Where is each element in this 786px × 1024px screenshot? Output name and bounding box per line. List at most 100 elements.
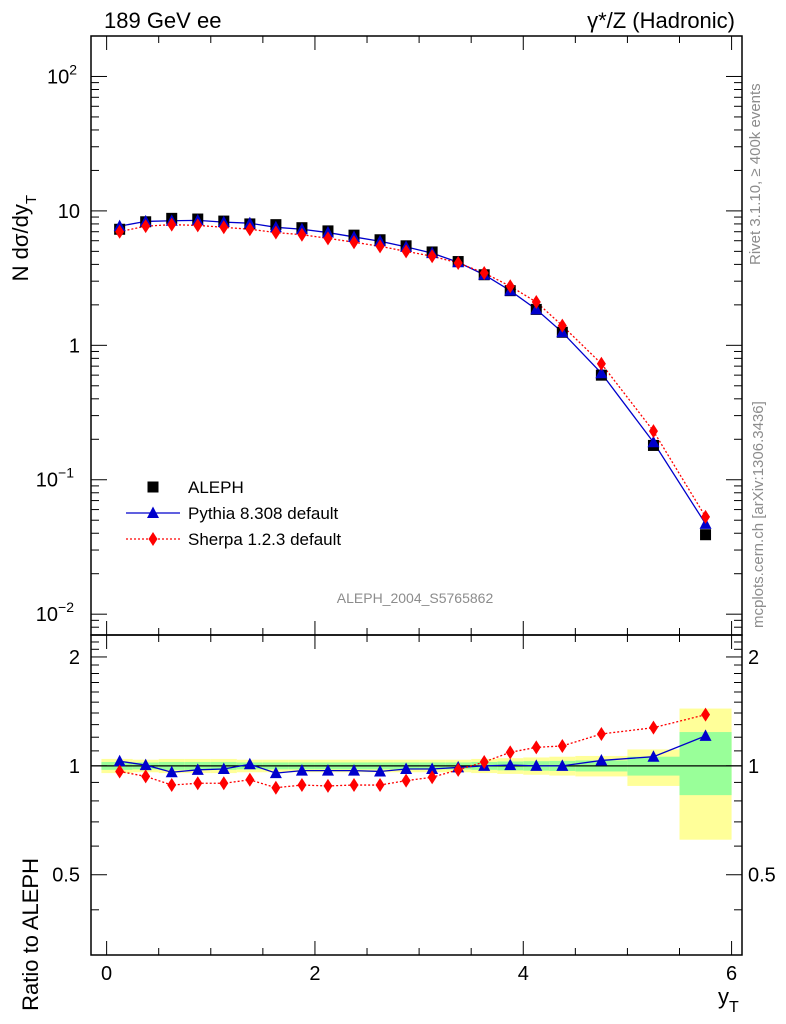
pythia-ratio-point-4 xyxy=(217,762,230,775)
pythia-ratio-point-8 xyxy=(321,764,334,776)
x-tick-label-6: 6 xyxy=(726,963,737,985)
sherpa-point-11 xyxy=(401,244,411,259)
pythia-ratio-point-9 xyxy=(348,764,361,776)
sherpa-ratio-point-14 xyxy=(479,754,489,769)
pythia-ratio-point-1 xyxy=(139,758,152,771)
sherpa-ratio-point-13 xyxy=(453,762,463,777)
x-tick-label-4: 4 xyxy=(518,963,529,985)
axis-ticks xyxy=(91,35,742,955)
sherpa-ratio-point-5 xyxy=(245,772,255,787)
sherpa-ratio-point-15 xyxy=(505,745,515,760)
pythia-ratio-point-15 xyxy=(504,758,517,771)
ratio-uncertainty-bands xyxy=(91,708,742,840)
y-tick-label-0.01: 10−2 xyxy=(36,599,74,626)
y-tick-label-1: 1 xyxy=(69,335,80,357)
sherpa-ratio-point-11 xyxy=(401,773,411,788)
tick-labels: 0 2 4 6 10−2 10−1 1 10 102 0.5 0.5 1 1 2 2 xyxy=(36,61,776,985)
rivet-label: Rivet 3.1.10, ≥ 400k events xyxy=(747,83,764,265)
green-band-20 xyxy=(679,732,732,796)
legend-label-pythia: Pythia 8.308 default xyxy=(188,504,339,523)
legend: ALEPH Pythia 8.308 default Sherpa 1.2.3 de… xyxy=(126,478,341,549)
ratio-tick-label-left-0.5: 0.5 xyxy=(52,865,80,887)
sherpa-point-19 xyxy=(648,424,658,439)
sherpa-point-8 xyxy=(323,231,333,246)
sherpa-ratio-point-9 xyxy=(349,778,359,793)
pythia-ratio-point-18 xyxy=(595,753,608,766)
pythia-point-19 xyxy=(647,435,660,448)
legend-marker-aleph xyxy=(147,481,159,493)
y-tick-label-0.1: 10−1 xyxy=(36,465,74,492)
sherpa-ratio-point-16 xyxy=(531,740,541,755)
x-tick-label-2: 2 xyxy=(309,963,320,985)
header-right: γ*/Z (Hadronic) xyxy=(587,8,735,33)
x-axis-title: yT xyxy=(718,984,739,1016)
pythia-ratio-point-0 xyxy=(113,754,126,767)
pythia-ratio-point-2 xyxy=(165,765,178,778)
sherpa-ratio-point-20 xyxy=(701,707,711,722)
pythia-ratio-point-17 xyxy=(556,759,569,771)
pythia-ratio-point-5 xyxy=(243,757,256,770)
sherpa-point-1 xyxy=(141,219,151,234)
legend-label-aleph: ALEPH xyxy=(188,478,244,497)
x-tick-label-0: 0 xyxy=(101,963,112,985)
ratio-tick-label-right-2: 2 xyxy=(748,647,759,669)
mcplots-label: mcplots.cern.ch [arXiv:1306.3436] xyxy=(750,401,767,628)
sherpa-point-13 xyxy=(453,255,463,270)
legend-label-sherpa: Sherpa 1.2.3 default xyxy=(188,530,341,549)
aleph-point-20 xyxy=(700,529,712,541)
sherpa-ratio-point-1 xyxy=(141,769,151,784)
sherpa-ratio-point-2 xyxy=(167,778,177,793)
series-markers xyxy=(113,212,712,795)
sherpa-ratio-point-8 xyxy=(323,778,333,793)
sherpa-point-3 xyxy=(193,218,203,233)
pythia-point-18 xyxy=(595,366,608,379)
sherpa-point-9 xyxy=(349,235,359,250)
ratio-tick-label-left-1: 1 xyxy=(69,756,80,778)
header-left: 189 GeV ee xyxy=(104,8,221,33)
sherpa-ratio-line xyxy=(119,714,706,789)
sherpa-point-16 xyxy=(531,295,541,310)
sherpa-ratio-point-19 xyxy=(648,720,658,735)
pythia-ratio-point-11 xyxy=(400,762,413,775)
sherpa-ratio-point-6 xyxy=(271,780,281,795)
legend-marker-pythia xyxy=(147,506,159,518)
sherpa-ratio-point-12 xyxy=(427,770,437,785)
y-tick-label-10: 10 xyxy=(58,201,80,223)
pythia-ratio-point-10 xyxy=(374,764,387,777)
sherpa-point-6 xyxy=(271,225,281,240)
sherpa-point-7 xyxy=(297,227,307,242)
sherpa-point-0 xyxy=(115,224,125,239)
plot-frames xyxy=(90,35,743,956)
pythia-ratio-point-7 xyxy=(295,764,308,776)
sherpa-point-2 xyxy=(167,217,177,232)
legend-marker-sherpa xyxy=(148,532,158,546)
sherpa-ratio-point-7 xyxy=(297,778,307,793)
ratio-tick-label-left-2: 2 xyxy=(69,647,80,669)
sherpa-ratio-point-3 xyxy=(193,776,203,791)
analysis-watermark: ALEPH_2004_S5765862 xyxy=(337,590,494,606)
pythia-ratio-point-3 xyxy=(191,763,204,775)
sherpa-ratio-point-0 xyxy=(115,764,125,779)
pythia-ratio-point-12 xyxy=(426,762,439,775)
sherpa-point-18 xyxy=(596,356,606,371)
sherpa-ratio-point-18 xyxy=(596,726,606,741)
ratio-plot-frame xyxy=(90,634,743,956)
ratio-y-axis-title: Ratio to ALEPH xyxy=(18,858,43,1011)
sherpa-ratio-point-10 xyxy=(375,778,385,793)
sherpa-point-17 xyxy=(557,318,567,333)
pythia-ratio-point-16 xyxy=(530,759,543,771)
sherpa-point-20 xyxy=(701,509,711,524)
sherpa-point-12 xyxy=(427,249,437,264)
sherpa-ratio-point-17 xyxy=(557,738,567,753)
sherpa-point-4 xyxy=(219,220,229,235)
pythia-ratio-point-20 xyxy=(699,729,712,741)
pythia-ratio-point-6 xyxy=(269,766,282,779)
sherpa-point-10 xyxy=(375,239,385,254)
sherpa-main-line xyxy=(119,224,707,518)
sherpa-point-5 xyxy=(245,222,255,237)
y-tick-label-100: 102 xyxy=(47,61,77,88)
main-y-axis-title: N dσ/dyT xyxy=(8,195,40,281)
sherpa-point-15 xyxy=(505,279,515,294)
sherpa-point-14 xyxy=(479,266,489,281)
